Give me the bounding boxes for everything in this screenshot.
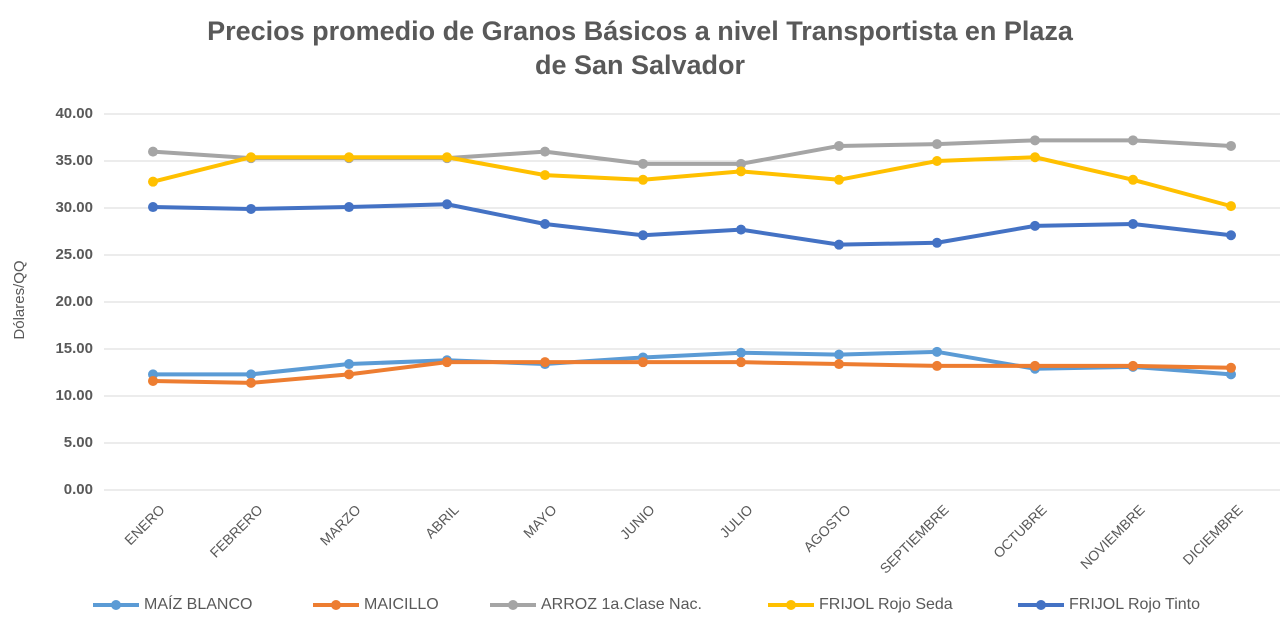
y-tick-label: 0.00 bbox=[64, 481, 93, 498]
data-point bbox=[246, 369, 256, 380]
series-line bbox=[152, 360, 1232, 385]
legend-label: ARROZ 1a.Clase Nac. bbox=[541, 596, 702, 613]
data-point bbox=[638, 174, 648, 185]
x-tick-label: JULIO bbox=[716, 501, 755, 540]
x-tick-label: NOVIEMBRE bbox=[1077, 501, 1148, 572]
data-point bbox=[540, 357, 550, 368]
x-tick-label: OCTUBRE bbox=[990, 501, 1050, 561]
data-point bbox=[344, 359, 354, 370]
x-tick-label: ENERO bbox=[121, 501, 168, 548]
series-line bbox=[152, 138, 1232, 166]
y-tick-label: 35.00 bbox=[55, 152, 93, 169]
data-point bbox=[736, 158, 746, 169]
data-point bbox=[442, 199, 452, 210]
data-point bbox=[932, 237, 942, 248]
data-point bbox=[932, 346, 942, 357]
legend-marker bbox=[1036, 600, 1046, 610]
data-point bbox=[540, 146, 550, 157]
data-point bbox=[1128, 135, 1138, 146]
x-tick-label: SEPTIEMBRE bbox=[877, 501, 952, 576]
y-tick-label: 20.00 bbox=[55, 293, 93, 310]
data-point bbox=[344, 369, 354, 380]
legend-marker bbox=[111, 600, 121, 610]
data-point bbox=[148, 375, 158, 386]
legend-label: FRIJOL Rojo Tinto bbox=[1069, 596, 1200, 613]
series-line bbox=[152, 202, 1232, 247]
legend-marker bbox=[331, 600, 341, 610]
y-tick-label: 25.00 bbox=[55, 246, 93, 263]
data-point bbox=[540, 218, 550, 229]
legend-marker bbox=[508, 600, 518, 610]
data-point bbox=[540, 170, 550, 181]
data-point bbox=[148, 202, 158, 213]
data-point bbox=[1226, 230, 1236, 241]
y-axis-label: Dólares/QQ bbox=[11, 260, 28, 339]
data-point bbox=[1226, 362, 1236, 373]
data-point bbox=[246, 203, 256, 214]
data-point bbox=[246, 377, 256, 388]
data-point bbox=[1128, 174, 1138, 185]
series-line bbox=[152, 155, 1232, 209]
data-point bbox=[1030, 220, 1040, 231]
x-tick-label: ABRIL bbox=[422, 501, 462, 541]
data-point bbox=[1226, 140, 1236, 151]
y-tick-label: 15.00 bbox=[55, 340, 93, 357]
data-point bbox=[246, 152, 256, 163]
data-point bbox=[736, 357, 746, 368]
data-point bbox=[736, 166, 746, 177]
data-point bbox=[1226, 201, 1236, 212]
series-line bbox=[153, 349, 1232, 377]
x-tick-label: MARZO bbox=[317, 501, 364, 548]
x-tick-label: DICIEMBRE bbox=[1179, 501, 1245, 567]
data-point bbox=[736, 347, 746, 358]
data-point bbox=[932, 139, 942, 150]
data-point bbox=[638, 230, 648, 241]
x-tick-label: MAYO bbox=[520, 501, 560, 541]
data-point bbox=[344, 202, 354, 213]
y-tick-label: 40.00 bbox=[55, 105, 93, 122]
y-tick-label: 30.00 bbox=[55, 199, 93, 216]
data-point bbox=[1128, 218, 1138, 229]
data-point bbox=[638, 357, 648, 368]
legend-marker bbox=[786, 600, 796, 610]
data-point bbox=[344, 152, 354, 163]
data-point bbox=[1128, 360, 1138, 371]
data-point bbox=[1030, 360, 1040, 371]
data-point bbox=[148, 176, 158, 187]
data-point bbox=[442, 152, 452, 163]
legend-label: MAÍZ BLANCO bbox=[144, 594, 252, 613]
data-point bbox=[736, 224, 746, 235]
data-point bbox=[834, 140, 844, 151]
data-point bbox=[1030, 135, 1040, 146]
data-point bbox=[834, 349, 844, 360]
y-tick-label: 10.00 bbox=[55, 387, 93, 404]
data-point bbox=[932, 156, 942, 166]
data-point bbox=[442, 357, 452, 368]
x-tick-label: AGOSTO bbox=[800, 501, 854, 555]
data-point bbox=[834, 359, 844, 370]
x-tick-label: FEBRERO bbox=[207, 501, 266, 560]
legend-label: FRIJOL Rojo Seda bbox=[819, 596, 953, 613]
data-point bbox=[1030, 152, 1040, 163]
data-point bbox=[834, 174, 844, 185]
data-point bbox=[148, 146, 158, 157]
data-point bbox=[834, 239, 844, 250]
data-point bbox=[638, 158, 648, 169]
chart-title: Precios promedio de Granos Básicos a niv… bbox=[207, 16, 1073, 80]
data-point bbox=[932, 360, 942, 371]
x-tick-label: JUNIO bbox=[617, 501, 658, 542]
legend-label: MAICILLO bbox=[364, 596, 439, 613]
y-tick-label: 5.00 bbox=[64, 434, 93, 451]
